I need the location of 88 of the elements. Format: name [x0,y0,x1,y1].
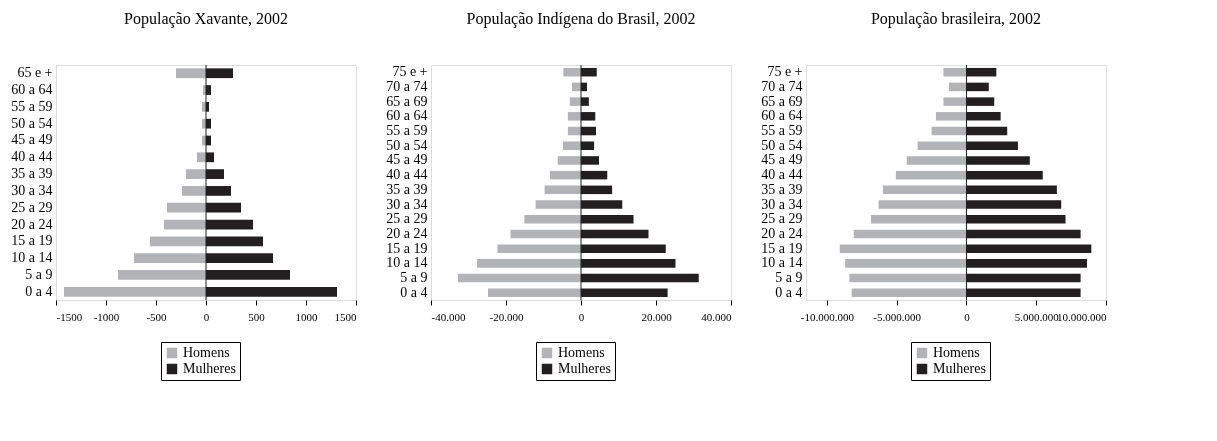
y-tick-label: 20 a 24 [386,225,428,241]
legend-label: Homens [558,345,605,360]
x-tick-label: -20.000 [489,310,524,323]
legend-label: Mulheres [183,361,236,376]
y-tick-label: 30 a 34 [761,196,803,212]
x-tick-label: -500 [146,310,168,323]
y-tick-label: 40 a 44 [761,167,803,183]
y-tick-label: 15 a 19 [386,240,428,256]
bar [948,82,967,92]
y-tick-label: 70 a 74 [761,78,803,94]
x-tick-label: 0 [578,310,585,323]
chart-title: População Indígena do Brasil, 2002 [466,9,696,28]
x-tick-label: 1000 [295,310,318,323]
y-tick-label: 60 a 64 [386,108,428,124]
y-tick-label: 20 a 24 [761,225,803,241]
x-tick-label: -1000 [93,310,120,323]
bar [839,244,967,253]
y-tick-label: 0 a 4 [25,283,53,299]
y-tick-label: 0 a 4 [400,284,428,300]
y-tick-label: 35 a 39 [11,166,53,182]
bar [871,215,967,224]
y-tick-label: 65 a 69 [761,93,803,109]
y-tick-label: 10 a 14 [386,255,428,271]
y-tick-label: 20 a 24 [11,216,53,232]
bar [853,229,967,239]
bar [931,126,967,136]
legend-label: Mulheres [558,361,611,376]
y-tick-label: 5 a 9 [25,266,53,282]
y-tick-label: 30 a 34 [386,196,428,212]
y-tick-label: 55 a 59 [11,98,53,114]
x-tick-label: 5.000.000 [1014,310,1060,323]
x-tick-label: 0 [964,310,971,323]
y-tick-label: 40 a 44 [11,149,53,165]
y-tick-label: 45 a 49 [11,132,53,148]
y-tick-label: 50 a 54 [761,137,803,153]
y-tick-label: 75 e + [392,64,428,80]
x-tick-label: 20.000 [641,310,673,323]
bar [917,141,967,150]
y-tick-label: 25 a 29 [761,211,803,227]
legend-label: Homens [933,345,980,360]
bar [943,67,967,77]
y-tick-label: 60 a 64 [11,82,53,98]
y-tick-label: 75 e + [767,64,803,80]
y-tick-label: 5 a 9 [400,270,428,286]
y-tick-label: 10 a 14 [761,255,803,271]
bar [882,185,967,195]
y-tick-label: 50 a 54 [386,137,428,153]
y-tick-label: 60 a 64 [761,108,803,124]
y-tick-label: 25 a 29 [386,211,428,227]
x-tick-label: 10.000.000 [1057,310,1107,323]
y-tick-label: 45 a 49 [386,152,428,168]
x-tick-label: 500 [248,310,266,323]
y-tick-label: 30 a 34 [11,182,53,198]
bar [935,112,967,121]
bar [851,288,967,298]
y-tick-label: 15 a 19 [761,240,803,256]
y-tick-label: 10 a 14 [11,250,53,266]
legend-label: Homens [183,345,230,360]
y-tick-label: 5 a 9 [775,270,803,286]
x-tick-label: 1500 [334,310,357,323]
chart-title: População brasileira, 2002 [870,9,1042,28]
bar [845,259,967,268]
y-tick-label: 55 a 59 [761,123,803,139]
bar [895,170,967,180]
legend-label: Mulheres [933,361,986,376]
y-tick-label: 15 a 19 [11,233,53,249]
y-tick-label: 40 a 44 [386,167,428,183]
y-tick-label: 0 a 4 [775,284,803,300]
y-tick-label: 25 a 29 [11,199,53,215]
y-tick-label: 65 e + [17,65,53,81]
chart-title: População Xavante, 2002 [124,9,288,28]
x-tick-label: -1500 [56,310,83,323]
y-tick-label: 35 a 39 [386,181,428,197]
y-tick-label: 55 a 59 [386,123,428,139]
bar [906,156,967,165]
y-tick-label: 35 a 39 [761,181,803,197]
x-tick-label: 40.000 [701,310,732,323]
x-tick-label: -10.000.000 [800,310,855,323]
y-tick-label: 50 a 54 [11,115,53,131]
y-tick-label: 45 a 49 [761,152,803,168]
bar [943,97,967,106]
y-tick-label: 70 a 74 [386,78,428,94]
y-tick-label: 65 a 69 [386,93,428,109]
bar [849,273,967,283]
x-tick-label: -40.000 [431,310,466,323]
x-tick-label: 0 [203,310,210,323]
bar [878,200,967,209]
x-tick-label: -5.000.000 [873,310,922,323]
